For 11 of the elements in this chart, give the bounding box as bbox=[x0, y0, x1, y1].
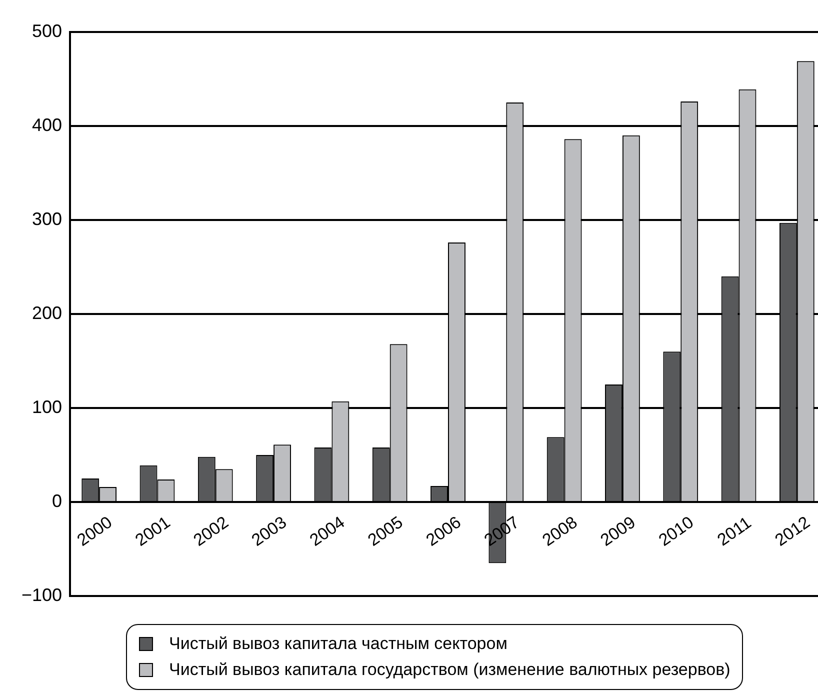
legend-label: Чистый вывоз капитала государством (изменение валютных резервов) bbox=[169, 659, 730, 681]
y-tick-label: 100 bbox=[32, 396, 62, 417]
legend-label: Чистый вывоз капитала частным сектором bbox=[169, 633, 508, 655]
x-tick-label: 2001 bbox=[132, 512, 174, 550]
y-tick-label: 500 bbox=[32, 20, 62, 41]
y-tick-label: −100 bbox=[21, 584, 62, 605]
y-tick-label: 300 bbox=[32, 208, 62, 229]
y-tick-label: 400 bbox=[32, 114, 62, 135]
y-tick-label: 200 bbox=[32, 302, 62, 323]
x-tick-label: 2011 bbox=[714, 513, 755, 550]
y-tick-label: 0 bbox=[52, 490, 62, 511]
